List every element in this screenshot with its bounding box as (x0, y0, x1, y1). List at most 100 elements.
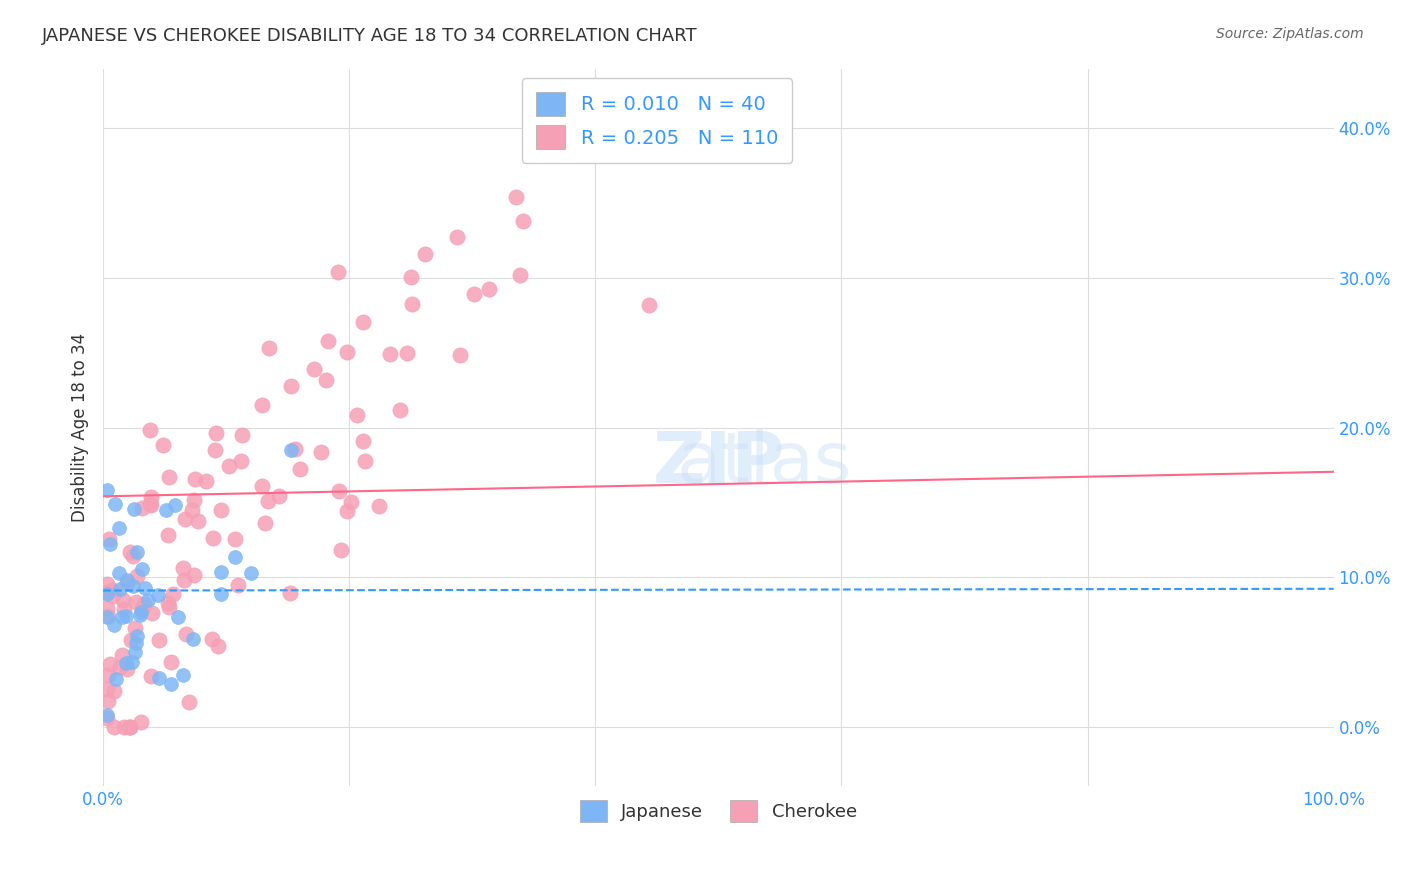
Point (637, 298, 659, 312)
Point (302, 362, 325, 376)
Point (165, 498, 187, 512)
Point (115, 662, 138, 676)
Point (132, 597, 155, 611)
Point (209, 565, 232, 579)
Point (396, 345, 419, 359)
Point (181, 632, 204, 646)
Point (183, 493, 205, 508)
Point (96, 577, 118, 591)
Point (205, 425, 228, 440)
Point (204, 443, 226, 458)
Point (478, 282, 501, 296)
Point (129, 606, 152, 620)
Point (128, 607, 150, 622)
Point (183, 568, 205, 582)
Point (509, 268, 531, 282)
Point (127, 569, 149, 583)
Point (187, 514, 209, 528)
Point (160, 677, 183, 691)
Point (96, 584, 118, 599)
Point (328, 484, 350, 499)
Point (330, 543, 353, 558)
Point (103, 720, 125, 734)
Point (121, 655, 143, 669)
Point (172, 561, 194, 575)
Text: JAPANESE VS CHEROKEE DISABILITY AGE 18 TO 34 CORRELATION CHART: JAPANESE VS CHEROKEE DISABILITY AGE 18 T… (42, 27, 697, 45)
Point (115, 656, 138, 670)
Point (146, 588, 169, 602)
Point (131, 500, 153, 515)
Point (280, 443, 302, 458)
Point (180, 502, 202, 516)
Point (97, 609, 120, 624)
Point (201, 632, 224, 647)
Point (328, 265, 350, 279)
Point (505, 190, 527, 204)
Point (96, 483, 118, 497)
Point (97, 694, 120, 708)
Point (449, 348, 471, 362)
Point (114, 609, 136, 624)
Point (98, 536, 121, 550)
Point (209, 502, 232, 516)
Point (125, 636, 148, 650)
Point (96, 587, 118, 601)
Point (120, 632, 142, 647)
Point (184, 472, 207, 486)
Point (253, 516, 276, 531)
Point (250, 398, 273, 412)
Point (415, 247, 437, 261)
Point (112, 593, 135, 607)
Text: atlas: atlas (585, 429, 852, 498)
Point (316, 334, 339, 348)
Point (512, 214, 534, 228)
Point (148, 632, 170, 647)
Point (134, 581, 156, 595)
Point (280, 379, 302, 393)
Point (124, 645, 146, 659)
Point (129, 714, 152, 729)
Point (157, 470, 180, 484)
Point (115, 573, 138, 587)
Point (136, 592, 159, 607)
Point (346, 408, 368, 422)
Point (309, 444, 332, 458)
Point (131, 561, 153, 575)
Point (96, 609, 118, 624)
Point (115, 575, 138, 590)
Point (124, 594, 146, 608)
Point (339, 494, 361, 508)
Point (96, 600, 118, 615)
Point (98, 657, 121, 671)
Point (446, 230, 468, 244)
Point (103, 617, 125, 632)
Point (195, 474, 218, 488)
Point (108, 660, 131, 674)
Point (174, 511, 197, 525)
Point (224, 549, 246, 564)
Point (207, 639, 229, 653)
Point (155, 502, 177, 516)
Point (257, 342, 280, 356)
Y-axis label: Disability Age 18 to 34: Disability Age 18 to 34 (72, 333, 89, 522)
Text: ZIP: ZIP (652, 429, 785, 498)
Point (401, 297, 423, 311)
Point (101, 589, 124, 603)
Point (157, 528, 180, 542)
Point (120, 720, 142, 734)
Point (315, 373, 337, 387)
Point (352, 434, 374, 448)
Point (336, 504, 359, 518)
Point (156, 596, 179, 610)
Point (98, 532, 121, 546)
Point (380, 347, 402, 361)
Point (100, 582, 122, 597)
Point (179, 695, 201, 709)
Point (218, 459, 240, 474)
Point (108, 582, 131, 596)
Point (97, 668, 120, 682)
Point (141, 606, 163, 620)
Point (148, 671, 170, 685)
Point (250, 479, 273, 493)
Point (139, 497, 162, 511)
